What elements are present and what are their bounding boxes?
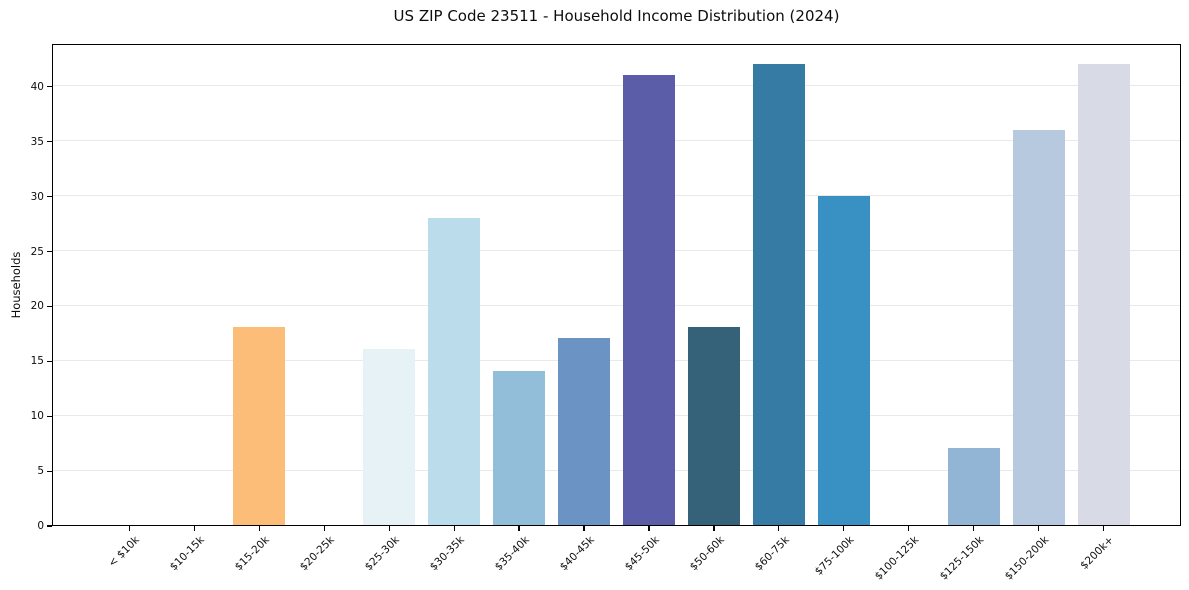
- x-tick-label-75-100k: $75-100k: [812, 534, 857, 578]
- bar-35-40k: [493, 371, 546, 525]
- x-tick-mark-0: [128, 526, 130, 531]
- x-tick-label-100-125k: $100-125k: [872, 534, 922, 583]
- bar-25-30k: [363, 349, 416, 525]
- x-tick-mark-12: [908, 526, 910, 531]
- x-tick-label-200k: $200k+: [1078, 534, 1117, 572]
- bar-40-45k: [558, 338, 611, 525]
- y-tick-mark-40: [47, 86, 52, 88]
- x-tick-mark-13: [973, 526, 975, 531]
- x-tick-label-15-20k: $15-20k: [232, 534, 272, 574]
- y-tick-mark-20: [47, 305, 52, 307]
- bar-15-20k: [233, 327, 286, 525]
- x-tick-mark-9: [713, 526, 715, 531]
- gridline-y-15: [53, 359, 1180, 361]
- y-tick-label-15: 15: [30, 355, 44, 368]
- x-tick-label-60-75k: $60-75k: [752, 534, 792, 574]
- y-tick-label-20: 20: [30, 300, 44, 313]
- bar-50-60k: [687, 327, 740, 525]
- y-tick-label-10: 10: [30, 410, 44, 423]
- x-tick-label-50-60k: $50-60k: [687, 534, 727, 574]
- x-tick-mark-2: [258, 526, 260, 531]
- x-tick-mark-3: [323, 526, 325, 531]
- x-tick-mark-5: [453, 526, 455, 531]
- bar-30-35k: [428, 217, 481, 525]
- gridline-y-20: [53, 304, 1180, 306]
- x-tick-mark-15: [1103, 526, 1105, 531]
- y-tick-mark-35: [47, 141, 52, 143]
- x-tick-mark-14: [1038, 526, 1040, 531]
- y-tick-label-30: 30: [30, 190, 44, 203]
- gridline-y-25: [53, 250, 1180, 252]
- x-tick-label-45-50k: $45-50k: [622, 534, 662, 574]
- x-tick-label-40-45k: $40-45k: [557, 534, 597, 574]
- y-tick-mark-30: [47, 196, 52, 198]
- chart-title: US ZIP Code 23511 - Household Income Dis…: [393, 7, 840, 25]
- y-tick-mark-5: [47, 470, 52, 472]
- x-tick-label-35-40k: $35-40k: [492, 534, 532, 574]
- y-tick-mark-0: [47, 525, 52, 527]
- y-tick-label-40: 40: [30, 80, 44, 93]
- gridline-y-35: [53, 140, 1180, 142]
- x-tick-mark-4: [388, 526, 390, 531]
- y-tick-label-25: 25: [30, 245, 44, 258]
- x-tick-mark-10: [778, 526, 780, 531]
- x-tick-mark-1: [193, 526, 195, 531]
- bar-60-75k: [752, 63, 805, 525]
- x-tick-label-25-30k: $25-30k: [362, 534, 402, 574]
- bar-125-150k: [947, 448, 1000, 525]
- bar-45-50k: [622, 74, 675, 525]
- bar-150-200k: [1012, 129, 1065, 525]
- x-tick-label-10k: < $10k: [106, 534, 142, 570]
- y-tick-label-35: 35: [30, 135, 44, 148]
- x-tick-label-125-150k: $125-150k: [937, 534, 987, 583]
- y-tick-label-0: 0: [37, 520, 44, 532]
- x-tick-label-150-200k: $150-200k: [1002, 534, 1052, 583]
- gridline-y-5: [53, 469, 1180, 471]
- x-tick-mark-11: [843, 526, 845, 531]
- x-tick-mark-6: [518, 526, 520, 531]
- gridline-y-30: [53, 195, 1180, 197]
- x-tick-label-30-35k: $30-35k: [427, 534, 467, 574]
- x-tick-label-10-15k: $10-15k: [167, 534, 207, 574]
- gridline-y-10: [53, 414, 1180, 416]
- plot-area: [52, 44, 1181, 526]
- bar-200k: [1077, 63, 1130, 525]
- x-tick-mark-7: [583, 526, 585, 531]
- y-tick-mark-10: [47, 415, 52, 417]
- bar-75-100k: [817, 195, 870, 525]
- y-tick-mark-15: [47, 360, 52, 362]
- x-tick-label-20-25k: $20-25k: [297, 534, 337, 574]
- x-tick-mark-8: [648, 526, 650, 531]
- y-tick-mark-25: [47, 250, 52, 253]
- y-tick-label-5: 5: [37, 465, 44, 478]
- gridline-y-40: [53, 85, 1180, 87]
